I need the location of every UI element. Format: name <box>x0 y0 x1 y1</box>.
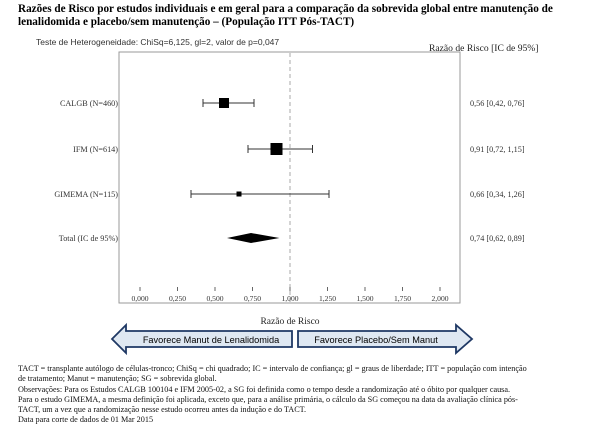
study-label: Total (IC de 95%) <box>59 234 118 243</box>
footnote-line: Observações: Para os Estudos CALGB 10010… <box>18 384 511 394</box>
point-estimate-square <box>219 98 229 108</box>
pooled-estimate-diamond <box>227 233 280 243</box>
favours-right-label: Favorece Placebo/Sem Manut <box>314 335 438 345</box>
favours-left-label: Favorece Manut de Lenalidomida <box>143 335 280 345</box>
footnote-line: de tratamento; Manut = manutenção; SG = … <box>18 374 217 384</box>
x-axis: 0,000 0,250 0,500 0,750 1,000 1,250 1,500 1,750… <box>131 287 449 303</box>
x-tick-label: 2,000 <box>431 294 448 303</box>
ratio-value: 0,66 [0,34, 1,26] <box>470 190 525 199</box>
ratio-value: 0,74 [0,62, 0,89] <box>470 234 525 243</box>
point-estimate-square <box>270 143 283 155</box>
study-rows: CALGB (N=460) 0,56 [0,42, 0,76] IFM (N=614… <box>54 98 525 243</box>
ratio-value: 0,91 [0,72, 1,15] <box>470 145 525 154</box>
x-tick-label: 0,250 <box>169 294 186 303</box>
x-tick-label: 1,500 <box>356 294 373 303</box>
study-label: GIMEMA (N=115) <box>54 190 118 199</box>
plot-frame <box>118 51 461 304</box>
x-tick-label: 1,750 <box>394 294 411 303</box>
favours-right-arrow: Favorece Placebo/Sem Manut <box>297 323 474 355</box>
study-label: CALGB (N=460) <box>60 99 118 108</box>
favours-left-arrow: Favorece Manut de Lenalidomida <box>110 322 293 356</box>
x-tick-label: 0,750 <box>244 294 261 303</box>
chart-title: Razões de Risco por estudos individuais … <box>18 3 553 28</box>
footnote-line: Para o estudo GIMEMA, a mesma definição … <box>18 394 518 404</box>
point-estimate-square <box>236 191 242 197</box>
footnote-line: Data para corte de dados de 01 Mar 2015 <box>18 415 154 425</box>
footnote-line: TACT, um a vez que a randomização nesse … <box>18 405 307 415</box>
x-tick-label: 1,250 <box>319 294 336 303</box>
ratio-value: 0,56 [0,42, 0,76] <box>470 99 525 108</box>
study-label: IFM (N=614) <box>73 145 118 154</box>
footnotes: TACT = transplante autólogo de células-t… <box>18 364 598 426</box>
x-tick-label: 0,500 <box>206 294 223 303</box>
x-tick-label: 1,000 <box>281 294 298 303</box>
ratio-header: Razão de Risco [IC de 95%] <box>429 43 539 54</box>
heterogeneity-label: Teste de Heterogeneidade: ChiSq=6,125, g… <box>36 37 279 47</box>
x-tick-label: 0,000 <box>131 294 148 303</box>
x-axis-label: Razão de Risco <box>260 317 319 327</box>
footnote-line: TACT = transplante autólogo de células-t… <box>18 364 527 373</box>
